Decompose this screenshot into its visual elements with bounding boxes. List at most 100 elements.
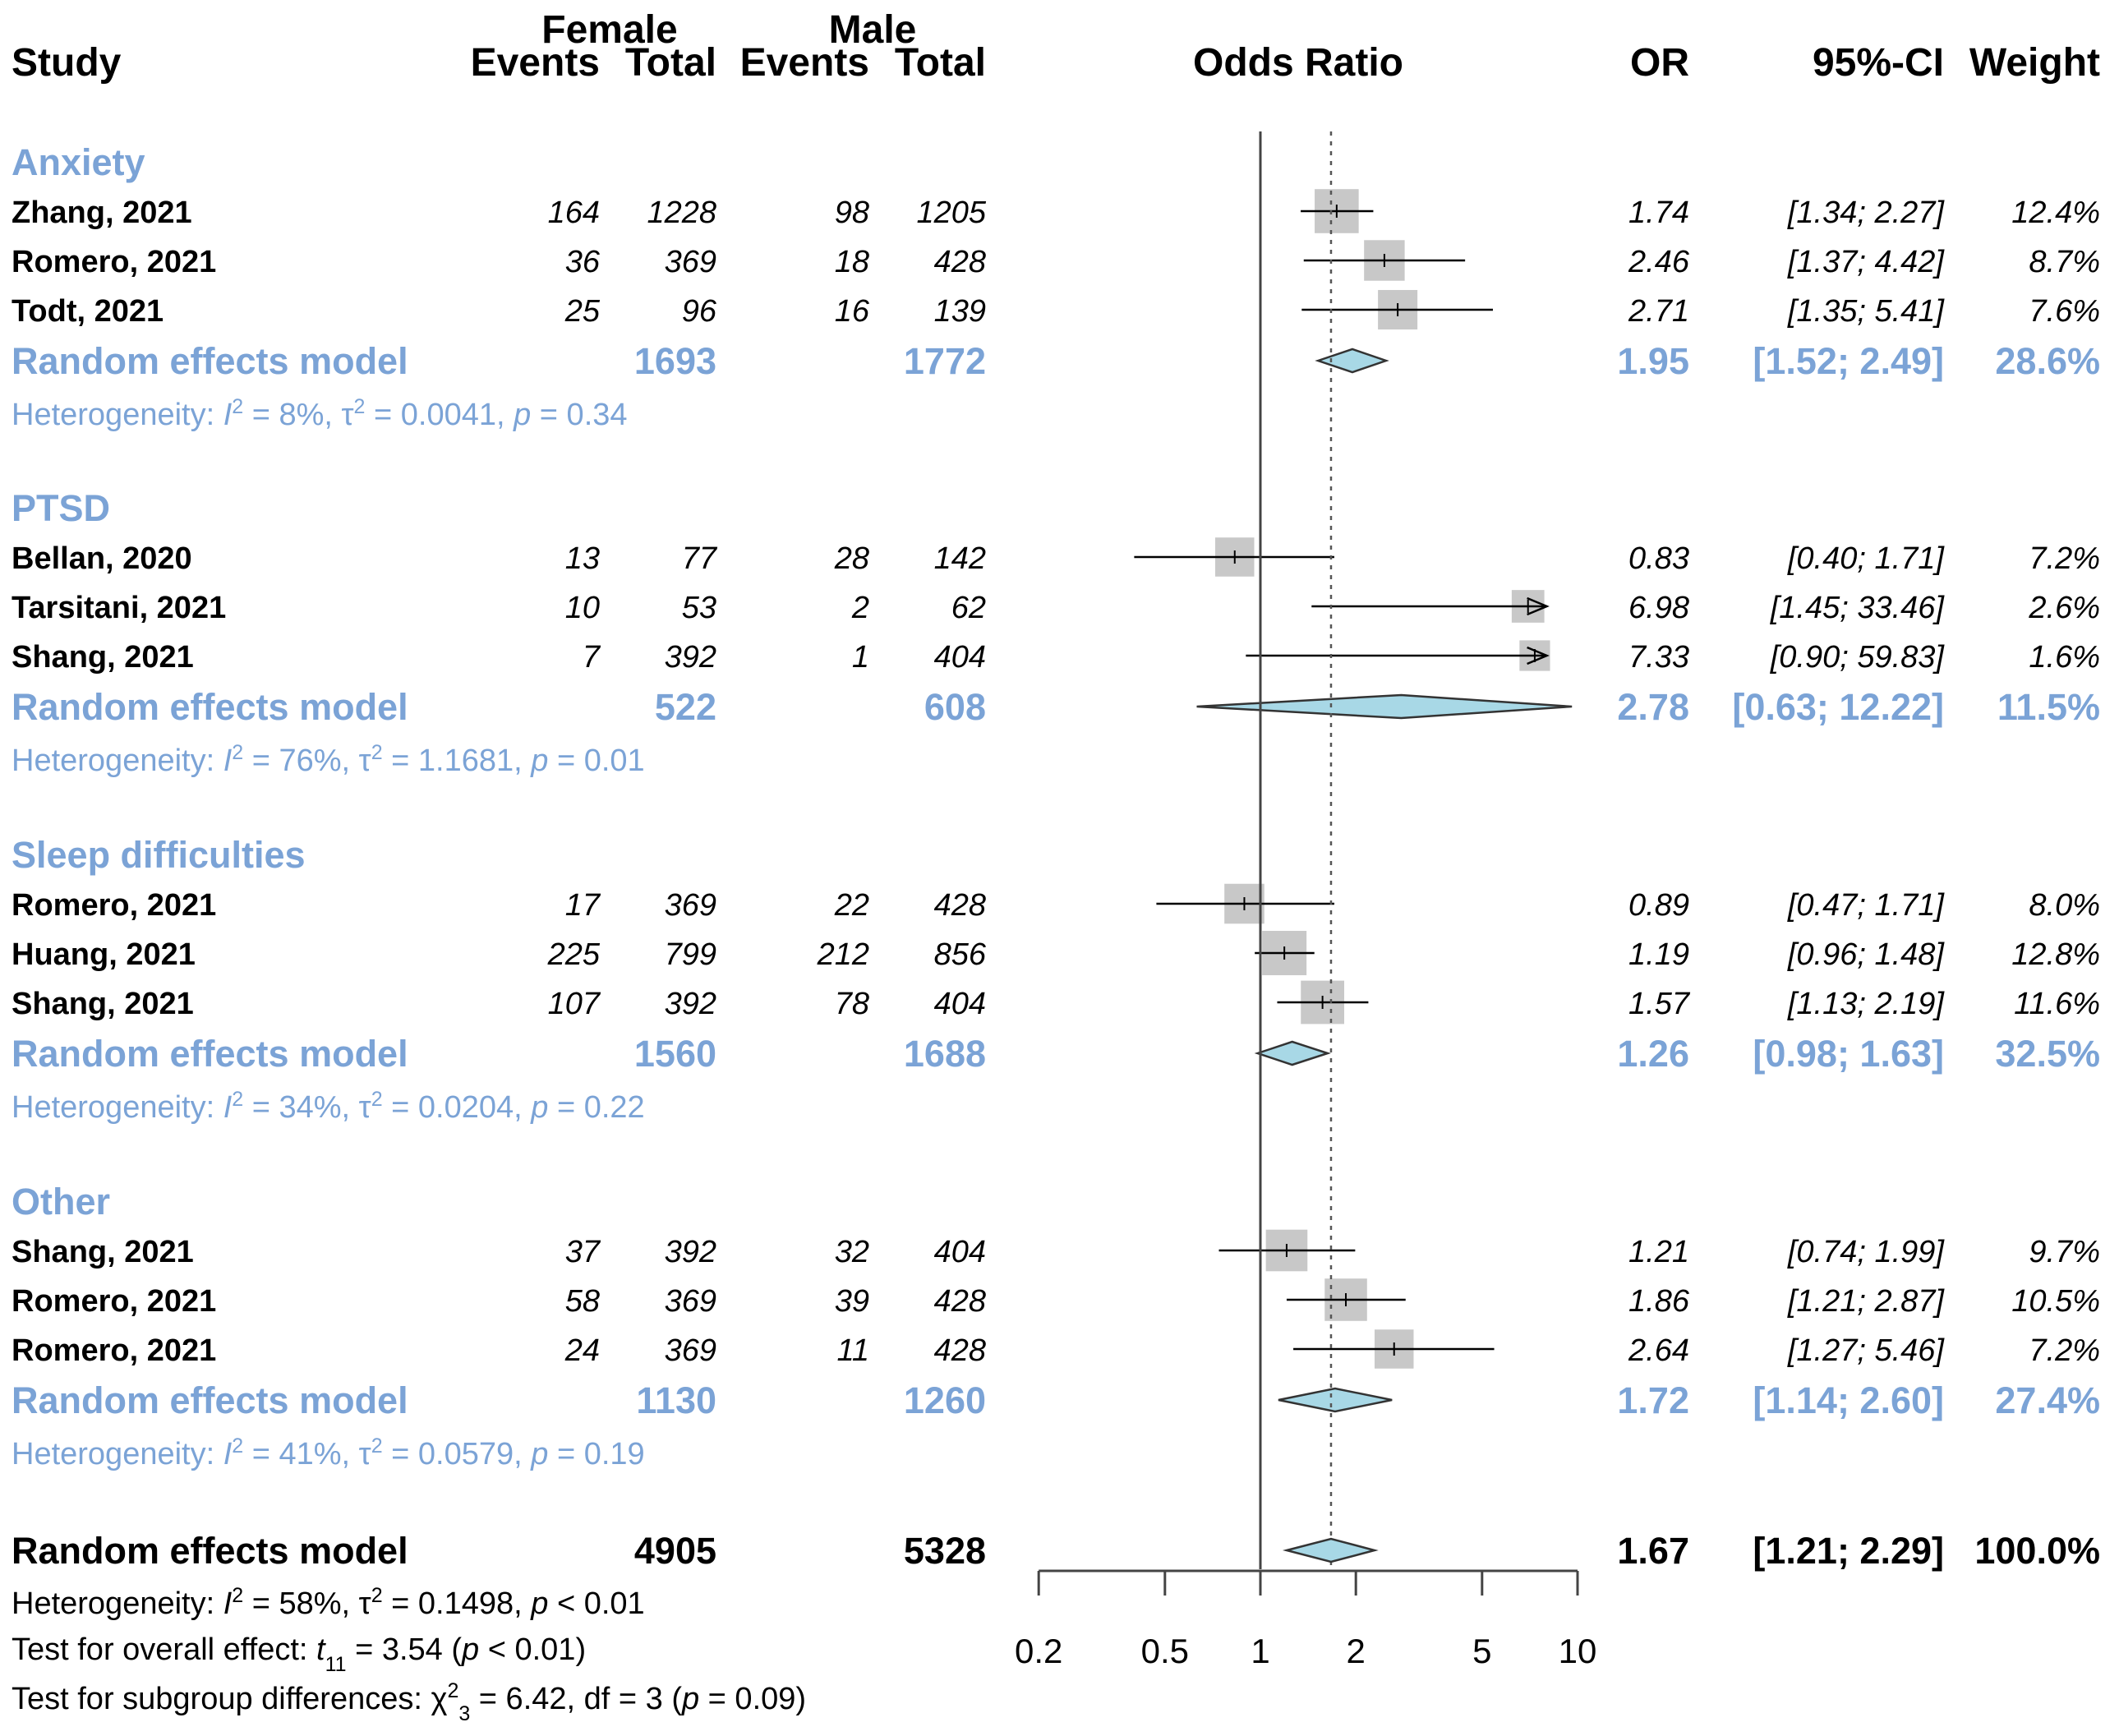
study-name: Romero, 2021	[12, 245, 216, 279]
study-or: 2.46	[1628, 245, 1690, 279]
model-female-total: 1693	[634, 340, 716, 382]
model-weight: 27.4%	[1995, 1379, 2100, 1421]
study-weight: 7.6%	[2029, 294, 2100, 329]
overall-female-total: 4905	[634, 1530, 716, 1572]
study-name: Romero, 2021	[12, 888, 216, 923]
study-or: 0.89	[1628, 888, 1689, 923]
study-name: Huang, 2021	[12, 937, 196, 972]
ci-arrow	[1527, 646, 1550, 665]
study-or: 1.21	[1628, 1235, 1689, 1269]
header-or: OR	[1630, 41, 1689, 85]
text-span: 2	[447, 1679, 458, 1702]
study-or: 2.64	[1628, 1333, 1689, 1368]
odds-ratio-plot: 0.2 0.5 1 2 5 10	[1015, 131, 1596, 1670]
female-total: 799	[665, 937, 716, 972]
study-weight: 1.6%	[2029, 640, 2100, 675]
text-span: = 58%,	[243, 1586, 358, 1621]
male-total: 142	[934, 541, 986, 576]
text-span: = 0.1498,	[383, 1586, 532, 1621]
text-span: χ	[431, 1682, 447, 1716]
header-male: Male	[829, 8, 917, 52]
female-total: 392	[665, 987, 716, 1021]
male-events: 16	[835, 294, 870, 329]
text-span: = 0.0579,	[383, 1437, 532, 1471]
header-female-total: Total	[625, 41, 716, 85]
study-name: Shang, 2021	[12, 1235, 194, 1269]
text-span: I	[223, 744, 233, 778]
male-events: 32	[835, 1235, 869, 1269]
female-events: 24	[564, 1333, 600, 1368]
female-events: 17	[565, 888, 601, 923]
study-ci: [1.37; 4.42]	[1787, 245, 1946, 279]
text-span: 2	[232, 741, 243, 764]
male-events: 1	[852, 640, 869, 675]
text-span: p	[513, 398, 531, 432]
study-name: Shang, 2021	[12, 640, 194, 675]
text-span: 11	[325, 1653, 347, 1676]
model-label: Random effects model	[12, 340, 408, 382]
subgroup-model-row: Random effects model 1130 1260 1.72 [1.14; 2…	[12, 1379, 2100, 1421]
x-tick-label: 2	[1347, 1632, 1366, 1670]
subgroup-anxiety: Anxiety Zhang, 2021 164 1228 98 1205 1.74 [1.34…	[12, 141, 2100, 432]
subgroup-diamond	[1196, 693, 1573, 720]
text-span: I	[223, 1090, 233, 1125]
text-span: τ	[359, 744, 371, 778]
header-male-total: Total	[895, 41, 986, 85]
table-row: Bellan, 2020 13 77 28 142 0.83 [0.40; 1.71] 7.2…	[12, 537, 2100, 577]
text-span: Heterogeneity:	[12, 1090, 223, 1125]
model-label: Random effects model	[12, 1033, 408, 1075]
study-ci: [1.27; 5.46]	[1787, 1333, 1946, 1368]
female-events: 164	[548, 196, 600, 230]
female-events: 36	[565, 245, 601, 279]
text-span: Test for subgroup differences:	[12, 1682, 431, 1716]
text-span: = 0.22	[548, 1090, 644, 1125]
study-or: 1.57	[1628, 987, 1691, 1021]
text-span: = 0.09)	[699, 1682, 806, 1716]
subgroup-title: Anxiety	[12, 141, 145, 183]
text-span: 2	[371, 741, 383, 764]
model-label: Random effects model	[12, 686, 408, 728]
female-total: 369	[665, 1333, 716, 1368]
subgroup-title: PTSD	[12, 487, 110, 529]
text-span: 2	[232, 1584, 243, 1607]
table-row: Huang, 2021 225 799 212 856 1.19 [0.96; 1.48] 1…	[12, 931, 2100, 975]
female-events: 10	[565, 591, 600, 625]
study-ci: [1.21; 2.87]	[1787, 1284, 1946, 1319]
male-total: 62	[951, 591, 986, 625]
x-tick-label: 10	[1559, 1632, 1597, 1670]
study-weight: 12.8%	[2011, 937, 2100, 972]
male-events: 18	[835, 245, 869, 279]
x-tick-label: 5	[1472, 1632, 1491, 1670]
study-weight: 8.0%	[2029, 888, 2100, 923]
table-row: Shang, 2021 37 392 32 404 1.21 [0.74; 1.99] 9.7…	[12, 1229, 2100, 1272]
study-ci: [1.13; 2.19]	[1787, 987, 1946, 1021]
female-events: 58	[565, 1284, 600, 1319]
text-span: 2	[371, 1584, 383, 1607]
study-or: 1.74	[1628, 196, 1689, 230]
study-or: 7.33	[1628, 640, 1689, 675]
study-weight: 10.5%	[2011, 1284, 2100, 1319]
male-events: 2	[851, 591, 869, 625]
text-span: = 76%,	[243, 744, 358, 778]
subgroup-model-row: Random effects model 1560 1688 1.26 [0.98; 1…	[12, 1033, 2100, 1075]
text-span: I	[223, 1437, 233, 1471]
male-total: 428	[934, 245, 986, 279]
male-events: 28	[834, 541, 869, 576]
male-total: 856	[934, 937, 987, 972]
model-or: 1.72	[1617, 1379, 1689, 1421]
text-span: Test for overall effect:	[12, 1632, 316, 1667]
text-span: Heterogeneity:	[12, 398, 223, 432]
model-or: 2.78	[1617, 686, 1689, 728]
study-weight: 2.6%	[2028, 591, 2100, 625]
text-span: = 6.42, df = 3 (	[470, 1682, 682, 1716]
model-ci: [0.63; 12.22]	[1732, 686, 1944, 728]
model-or: 1.95	[1617, 340, 1689, 382]
study-weight: 7.2%	[2029, 541, 2100, 576]
overall-ci: [1.21; 2.29]	[1753, 1530, 1944, 1572]
model-ci: [1.52; 2.49]	[1753, 340, 1944, 382]
text-span: p	[461, 1632, 479, 1667]
x-tick-label: 0.5	[1141, 1632, 1189, 1670]
study-name: Shang, 2021	[12, 987, 194, 1021]
study-name: Zhang, 2021	[12, 196, 192, 230]
study-name: Romero, 2021	[12, 1284, 216, 1319]
